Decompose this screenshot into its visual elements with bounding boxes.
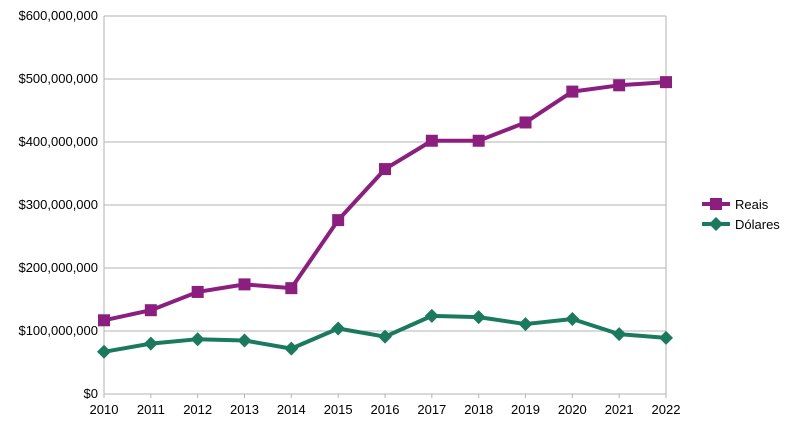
data-point-marker (237, 333, 252, 348)
grid-lines (104, 15, 666, 395)
legend-label: Dólares (735, 217, 780, 232)
data-point-marker (98, 314, 110, 327)
x-tick-label: 2017 (417, 402, 446, 417)
data-point-marker (660, 76, 672, 89)
data-point-marker (613, 79, 626, 92)
legend-item-reais: Reais (702, 197, 769, 212)
series-dolares (97, 308, 673, 359)
x-tick-label: 2021 (605, 402, 634, 417)
data-point-marker (472, 134, 485, 147)
data-point-marker (424, 308, 439, 323)
data-point-marker (144, 304, 157, 317)
x-tick-label: 2012 (183, 402, 212, 417)
y-tick-label: $0 (84, 386, 98, 401)
x-tick-label: 2016 (371, 402, 400, 417)
data-point-marker (97, 344, 111, 359)
data-point-marker (285, 282, 298, 295)
data-point-marker (284, 341, 299, 356)
data-point-marker (332, 214, 345, 227)
legend-label: Reais (735, 197, 769, 212)
data-point-marker (566, 85, 579, 98)
y-tick-label: $600,000,000 (18, 8, 98, 23)
y-axis-tick-labels: $0 $100,000,000 $200,000,000 $300,000,000 $4… (18, 8, 98, 401)
data-point-marker (378, 329, 392, 344)
x-axis-tick-labels: 2010 2011 2012 2013 2014 2015 2016 2017 2018 2019… (90, 402, 681, 417)
y-tick-label: $500,000,000 (18, 71, 98, 86)
x-tick-label: 2013 (230, 402, 259, 417)
legend: Reais Dólares (702, 197, 780, 232)
x-tick-label: 2022 (652, 402, 681, 417)
series (97, 76, 673, 359)
legend-marker (709, 217, 723, 231)
data-point-marker (143, 336, 158, 351)
data-point-marker (612, 327, 627, 342)
y-tick-label: $200,000,000 (18, 260, 98, 275)
data-point-marker (519, 116, 532, 129)
data-point-marker (659, 330, 673, 345)
x-tick-label: 2014 (277, 402, 306, 417)
y-tick-label: $100,000,000 (18, 323, 98, 338)
series-line (103, 80, 667, 323)
y-tick-label: $300,000,000 (18, 197, 98, 212)
y-tick-label: $400,000,000 (18, 134, 98, 149)
x-tick-label: 2015 (324, 402, 353, 417)
data-point-marker (190, 332, 205, 347)
data-point-marker (331, 321, 346, 336)
x-tick-label: 2011 (137, 402, 165, 417)
data-point-marker (425, 134, 438, 147)
x-tick-label: 2010 (90, 402, 119, 417)
data-point-marker (565, 312, 580, 327)
x-tick-label: 2020 (558, 402, 587, 417)
data-point-marker (379, 163, 391, 176)
legend-item-dolares: Dólares (702, 217, 780, 232)
series-reais (98, 76, 672, 327)
x-tick-label: 2019 (511, 402, 540, 417)
x-tick-label: 2018 (464, 402, 493, 417)
data-point-marker (191, 285, 204, 298)
data-point-marker (471, 310, 486, 325)
data-point-marker (518, 317, 533, 332)
legend-marker (710, 198, 722, 210)
data-point-marker (238, 278, 251, 291)
